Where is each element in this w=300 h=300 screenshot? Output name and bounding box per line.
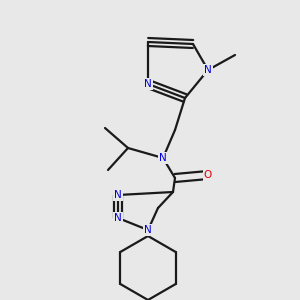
- Text: N: N: [114, 213, 122, 223]
- Text: N: N: [114, 190, 122, 200]
- Text: N: N: [144, 225, 152, 235]
- Text: O: O: [204, 170, 212, 180]
- Text: N: N: [159, 153, 167, 163]
- Text: N: N: [144, 79, 152, 89]
- Text: N: N: [204, 65, 212, 75]
